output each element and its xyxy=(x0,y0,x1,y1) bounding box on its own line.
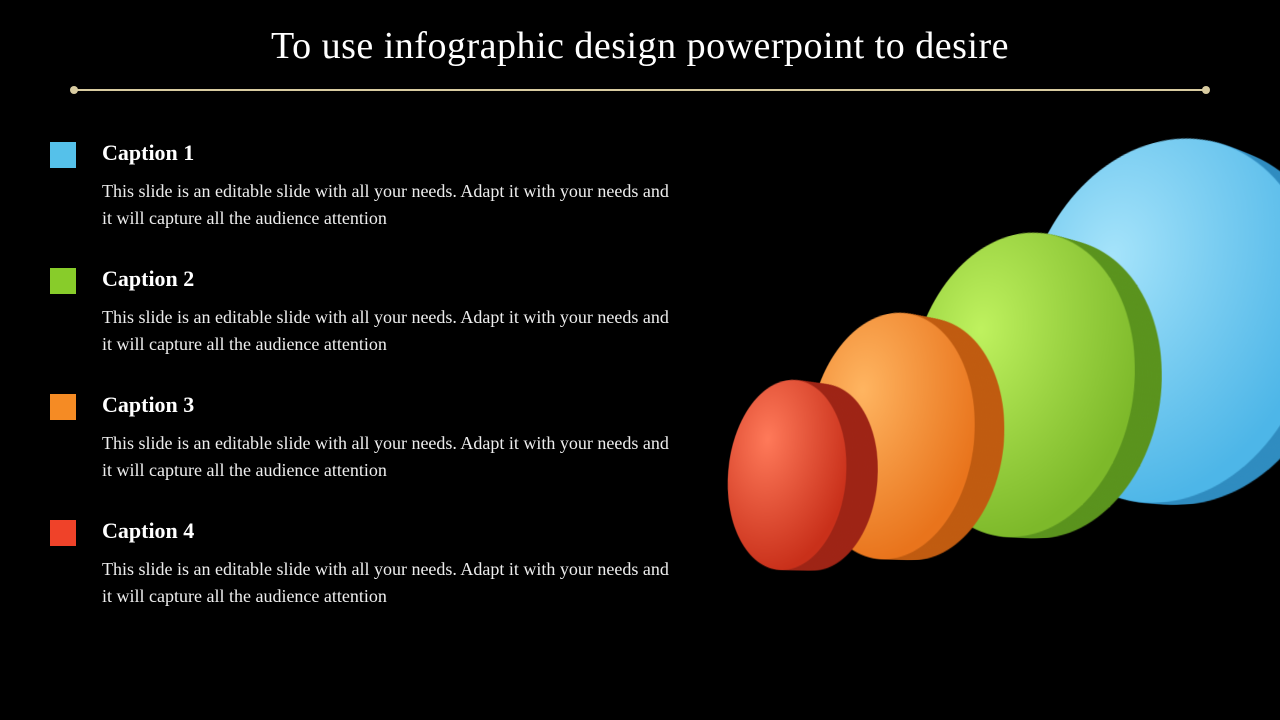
divider-line xyxy=(74,89,1206,91)
caption-title: Caption 1 xyxy=(102,140,670,166)
swatch-icon xyxy=(50,268,76,294)
title-divider xyxy=(70,86,1210,94)
swatch-icon xyxy=(50,520,76,546)
caption-title: Caption 4 xyxy=(102,518,670,544)
caption-list: Caption 1 This slide is an editable slid… xyxy=(50,140,670,644)
caption-body: This slide is an editable slide with all… xyxy=(102,304,670,358)
divider-dot-right-icon xyxy=(1202,86,1210,94)
caption-title: Caption 2 xyxy=(102,266,670,292)
swatch-icon xyxy=(50,142,76,168)
caption-block: Caption 1 This slide is an editable slid… xyxy=(50,140,670,232)
caption-block: Caption 2 This slide is an editable slid… xyxy=(50,266,670,358)
slide-title: To use infographic design powerpoint to … xyxy=(0,0,1280,68)
caption-body: This slide is an editable slide with all… xyxy=(102,556,670,610)
caption-title: Caption 3 xyxy=(102,392,670,418)
caption-block: Caption 3 This slide is an editable slid… xyxy=(50,392,670,484)
caption-body: This slide is an editable slide with all… xyxy=(102,430,670,484)
discs-graphic xyxy=(700,150,1260,650)
swatch-icon xyxy=(50,394,76,420)
caption-block: Caption 4 This slide is an editable slid… xyxy=(50,518,670,610)
caption-body: This slide is an editable slide with all… xyxy=(102,178,670,232)
